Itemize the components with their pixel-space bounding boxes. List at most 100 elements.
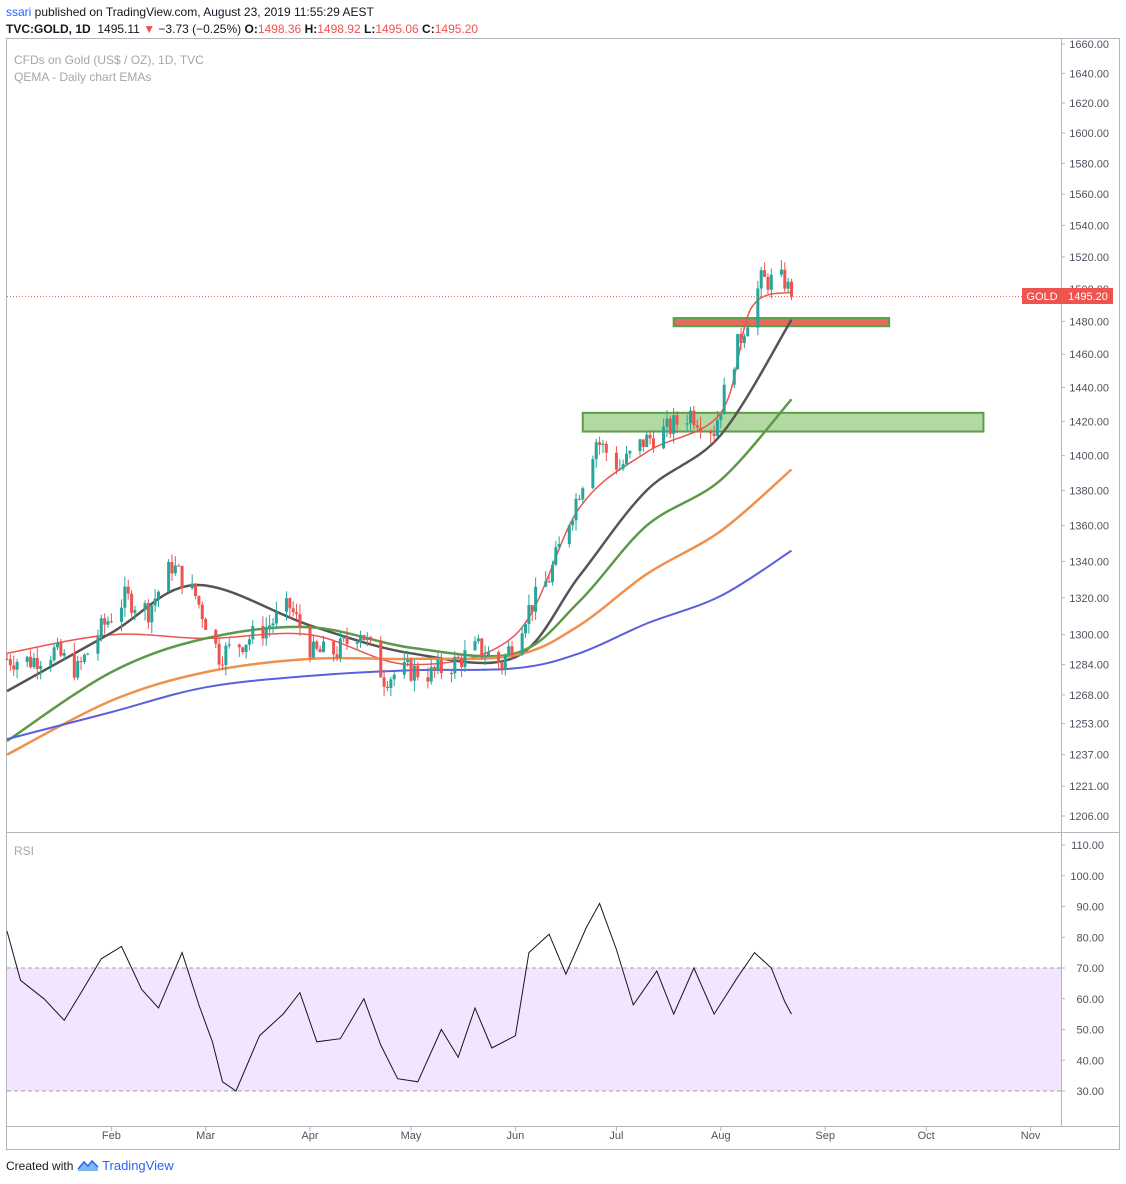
candle-body-2019-04-26 [392,674,396,680]
candle-body-2019-05-28 [500,663,504,670]
candle-body-2019-01-24 [82,654,86,662]
candle-body-2019-07-09 [641,439,645,447]
price-tick-label: 1360.00 [1069,521,1109,533]
candle-body-2019-02-06 [126,586,130,594]
tradingview-logo-icon [77,1159,99,1171]
price-tick-label: 1460.00 [1069,349,1109,361]
time-tick-label: Oct [918,1130,935,1142]
candle-body-2019-04-09 [335,654,339,658]
candle-body-2019-06-27 [601,443,605,445]
price-tick-label: 1440.00 [1069,383,1109,395]
candle-body-2019-05-03 [416,665,420,678]
candle-body-2019-01-04 [15,661,19,670]
chart-frame [6,38,1120,1150]
time-tick-label: Jul [609,1130,623,1142]
candle-body-2019-06-17 [567,525,571,544]
candle-body-2019-06-06 [530,604,534,612]
support-zones [581,317,985,433]
price-tick-label: 1580.00 [1069,158,1109,170]
open-value: 1498.36 [257,22,302,36]
open-label: O: [244,22,258,36]
candle-body-2019-03-05 [217,643,221,665]
candle-body-2019-01-14 [49,660,53,666]
candle-body-2019-05-17 [463,650,467,667]
ema-100-line [6,468,793,756]
tradingview-brand[interactable]: TradingView [102,1158,174,1173]
candle-body-2019-02-28 [200,604,204,620]
candle-body-2019-02-20 [173,565,177,574]
rsi-tick-label: 60.00 [1076,994,1104,1006]
candle-body-2019-04-11 [342,637,346,639]
candle-body-2019-01-25 [86,653,90,655]
candle-body-2019-06-04 [524,624,528,634]
rsi-series [6,902,792,1092]
candle-body-2019-02-13 [150,605,154,623]
time-tick-label: Sep [815,1130,835,1142]
rsi-tick-label: 90.00 [1076,902,1104,914]
candle-body-2019-07-30 [712,433,716,437]
candle-body-2019-04-10 [338,638,342,658]
close-value: 1495.20 [434,22,479,36]
candle-body-2019-01-17 [59,642,63,656]
price-tick-label: 1284.00 [1069,660,1109,672]
candle-body-2019-03-29 [298,614,302,629]
rsi-tick-label: 50.00 [1076,1025,1104,1037]
candle-body-2019-05-07 [429,667,433,682]
candle-body-2019-05-02 [412,665,416,681]
candle-body-2019-06-12 [550,564,554,583]
price-tick-label: 1221.00 [1069,781,1109,793]
candle-body-2019-04-15 [355,642,359,644]
time-tick-label: Aug [711,1130,731,1142]
candle-body-2019-06-07 [534,586,538,612]
symbol: TVC:GOLD, 1D [6,22,91,36]
price-tick-label: 1253.00 [1069,719,1109,731]
candle-body-2019-08-09 [746,327,750,337]
legend-title: CFDs on Gold (US$ / OZ), 1D, TVC [14,53,204,67]
candle-body-2019-03-15 [251,626,255,640]
candle-body-2019-07-12 [651,438,655,449]
candle-body-2019-07-18 [672,415,676,434]
time-tick-label: Feb [102,1130,121,1142]
candle-body-2019-05-09 [436,659,440,671]
author-link[interactable]: ssari [6,5,32,19]
price-tick-label: 1380.00 [1069,485,1109,497]
candle-body-2019-06-03 [520,633,524,655]
candle-body-2019-03-21 [271,623,275,626]
candle-body-2019-05-20 [473,641,477,651]
candle-body-2019-04-22 [379,640,383,678]
candle-body-2019-05-30 [507,646,511,656]
candle-body-2019-08-16 [769,274,773,290]
candle-body-2019-07-23 [689,410,693,424]
time-tick-label: Nov [1021,1130,1041,1142]
published-info: ssari published on TradingView.com, Augu… [6,5,374,19]
price-tick-label: 1600.00 [1069,128,1109,140]
candle-body-2019-02-27 [197,596,201,605]
candle-body-2019-04-17 [362,635,366,641]
candle-body-2019-05-23 [483,656,487,658]
candle-body-2019-02-19 [170,562,174,574]
candle-body-2019-07-03 [621,464,625,469]
candle-body-2019-03-26 [288,598,292,609]
candle-body-2019-03-19 [264,627,268,639]
candle-body-2019-05-22 [480,638,484,657]
published-text: published on TradingView.com, August 23,… [31,5,374,19]
candle-body-2019-06-10 [544,581,548,587]
candle-body-2019-07-08 [638,439,642,452]
candle-body-2019-01-21 [72,652,76,678]
candle-body-2019-01-15 [52,647,56,661]
rsi-tick-label: 40.00 [1076,1055,1104,1067]
candle-body-2019-07-25 [695,425,699,428]
candle-body-2019-02-07 [130,593,134,613]
ema-50-line [6,398,793,743]
close-label: C: [422,22,435,36]
candle-body-2019-05-16 [460,657,464,667]
candle-body-2019-05-29 [503,655,507,670]
candle-body-2019-03-13 [244,644,248,653]
price-tick-label: 1520.00 [1069,252,1109,264]
candle-body-2019-05-27 [497,652,501,664]
created-with: Created with [6,1159,74,1173]
candle-body-2019-03-27 [291,608,295,613]
candle-body-2019-04-23 [382,677,386,687]
candle-body-2019-04-02 [311,641,315,658]
